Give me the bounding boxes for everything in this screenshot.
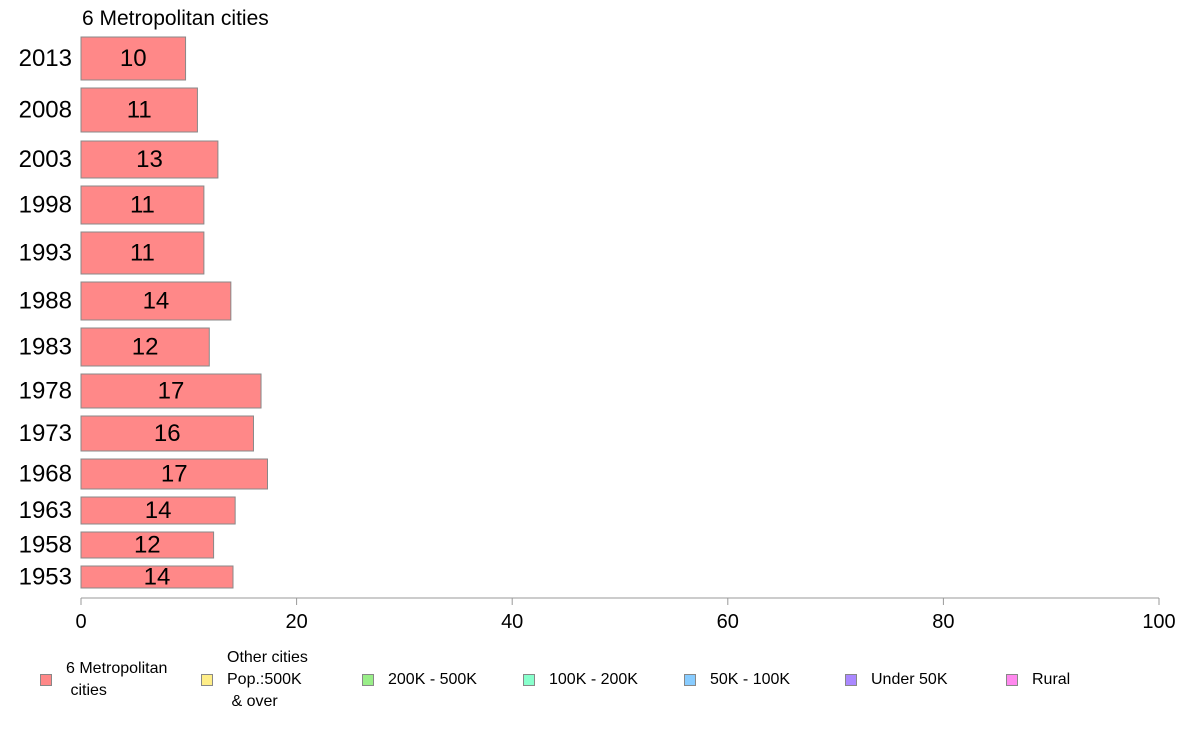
legend: 6 Metropolitan cities Other cities Pop.:5… [0, 640, 1188, 730]
bar-value-label: 11 [130, 192, 155, 219]
legend-swatch [362, 674, 374, 686]
bar-chart: 6 Metropolitan cities 10 2013 11 2008 13 2003… [19, 7, 1176, 633]
legend-label: 6 Metropolitan cities [66, 660, 168, 699]
y-tick-label: 2003 [19, 146, 72, 173]
y-tick-label: 2013 [19, 45, 72, 72]
x-tick-label: 80 [932, 611, 954, 633]
bar-2008 [80, 87, 198, 133]
legend-swatch [684, 674, 696, 686]
y-tick-label: 1998 [19, 192, 72, 219]
bar-value-label: 11 [127, 97, 152, 124]
bar-1953 [80, 565, 234, 589]
bar-value-label: 11 [130, 240, 155, 267]
bar-1978 [80, 373, 262, 409]
legend-label: 50K - 100K [710, 671, 791, 688]
y-tick-label: 1988 [19, 288, 72, 315]
legend-item: 6 Metropolitan cities [40, 658, 167, 702]
legend-swatch [523, 674, 535, 686]
bar-1993 [80, 231, 205, 275]
bar-value-label: 14 [144, 564, 171, 591]
y-tick-label: 1958 [19, 532, 72, 559]
bar-1998 [80, 185, 205, 225]
bar-value-label: 12 [132, 334, 159, 361]
bar-1968 [80, 458, 268, 490]
bar-value-label: 14 [143, 288, 170, 315]
bar-1988 [80, 281, 232, 321]
bar-1973 [80, 415, 254, 452]
x-tick-label: 40 [501, 611, 523, 633]
x-tick-label: 100 [1142, 611, 1175, 633]
legend-item: 200K - 500K [362, 669, 477, 691]
bar-1983 [80, 327, 210, 367]
x-axis: 0 20 40 60 80 100 [75, 597, 1176, 633]
y-tick-label: 1973 [19, 420, 72, 447]
bar-1963 [80, 496, 236, 525]
legend-swatch [40, 674, 52, 686]
legend-item: Rural [1006, 669, 1070, 691]
y-tick-label: 1983 [19, 334, 72, 361]
bar-1958 [80, 531, 215, 559]
bar-value-label: 10 [120, 45, 147, 72]
bar-value-label: 12 [134, 532, 161, 559]
x-tick-label: 20 [285, 611, 307, 633]
bar-value-label: 13 [136, 146, 163, 173]
bar-2013 [80, 36, 187, 81]
bars-group: 10 2013 11 2008 13 2003 11 1998 11 1993 14 1988 12 19… [19, 36, 268, 591]
chart-title: 6 Metropolitan cities [82, 7, 269, 30]
legend-item: 100K - 200K [523, 669, 638, 691]
legend-swatch [845, 674, 857, 686]
legend-label: Rural [1032, 671, 1071, 688]
y-tick-label: 1993 [19, 240, 72, 267]
legend-label: 100K - 200K [549, 671, 638, 688]
bar-value-label: 17 [161, 461, 188, 488]
bar-value-label: 14 [145, 497, 172, 524]
y-tick-label: 1978 [19, 378, 72, 405]
legend-label: 200K - 500K [388, 671, 477, 688]
x-tick-label: 60 [717, 611, 739, 633]
legend-item: 50K - 100K [684, 669, 790, 691]
y-tick-label: 1963 [19, 497, 72, 524]
legend-item: Under 50K [845, 669, 948, 691]
legend-swatch [1006, 674, 1018, 686]
bar-2003 [80, 140, 219, 179]
legend-item: Other cities Pop.:500K & over [201, 647, 308, 713]
legend-swatch [201, 674, 213, 686]
bar-value-label: 17 [158, 378, 185, 405]
x-tick-label: 0 [75, 611, 86, 633]
bar-value-label: 16 [154, 420, 181, 447]
y-tick-label: 2008 [19, 97, 72, 124]
y-tick-label: 1968 [19, 461, 72, 488]
legend-label: Other cities Pop.:500K & over [227, 649, 308, 710]
legend-label: Under 50K [871, 671, 948, 688]
y-tick-label: 1953 [19, 564, 72, 591]
